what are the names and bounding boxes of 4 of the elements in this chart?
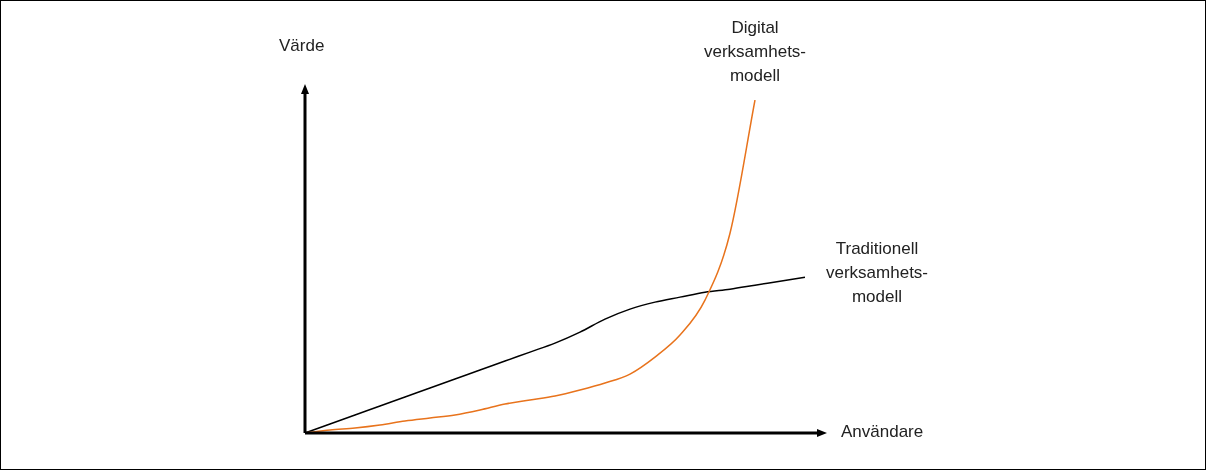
y-axis-title: Värde bbox=[279, 35, 325, 57]
text: Digital verksamhets-modell bbox=[703, 17, 807, 87]
series-label: Traditionell verksamhets-modell bbox=[825, 238, 929, 309]
x-axis-title: Användare bbox=[841, 421, 924, 443]
